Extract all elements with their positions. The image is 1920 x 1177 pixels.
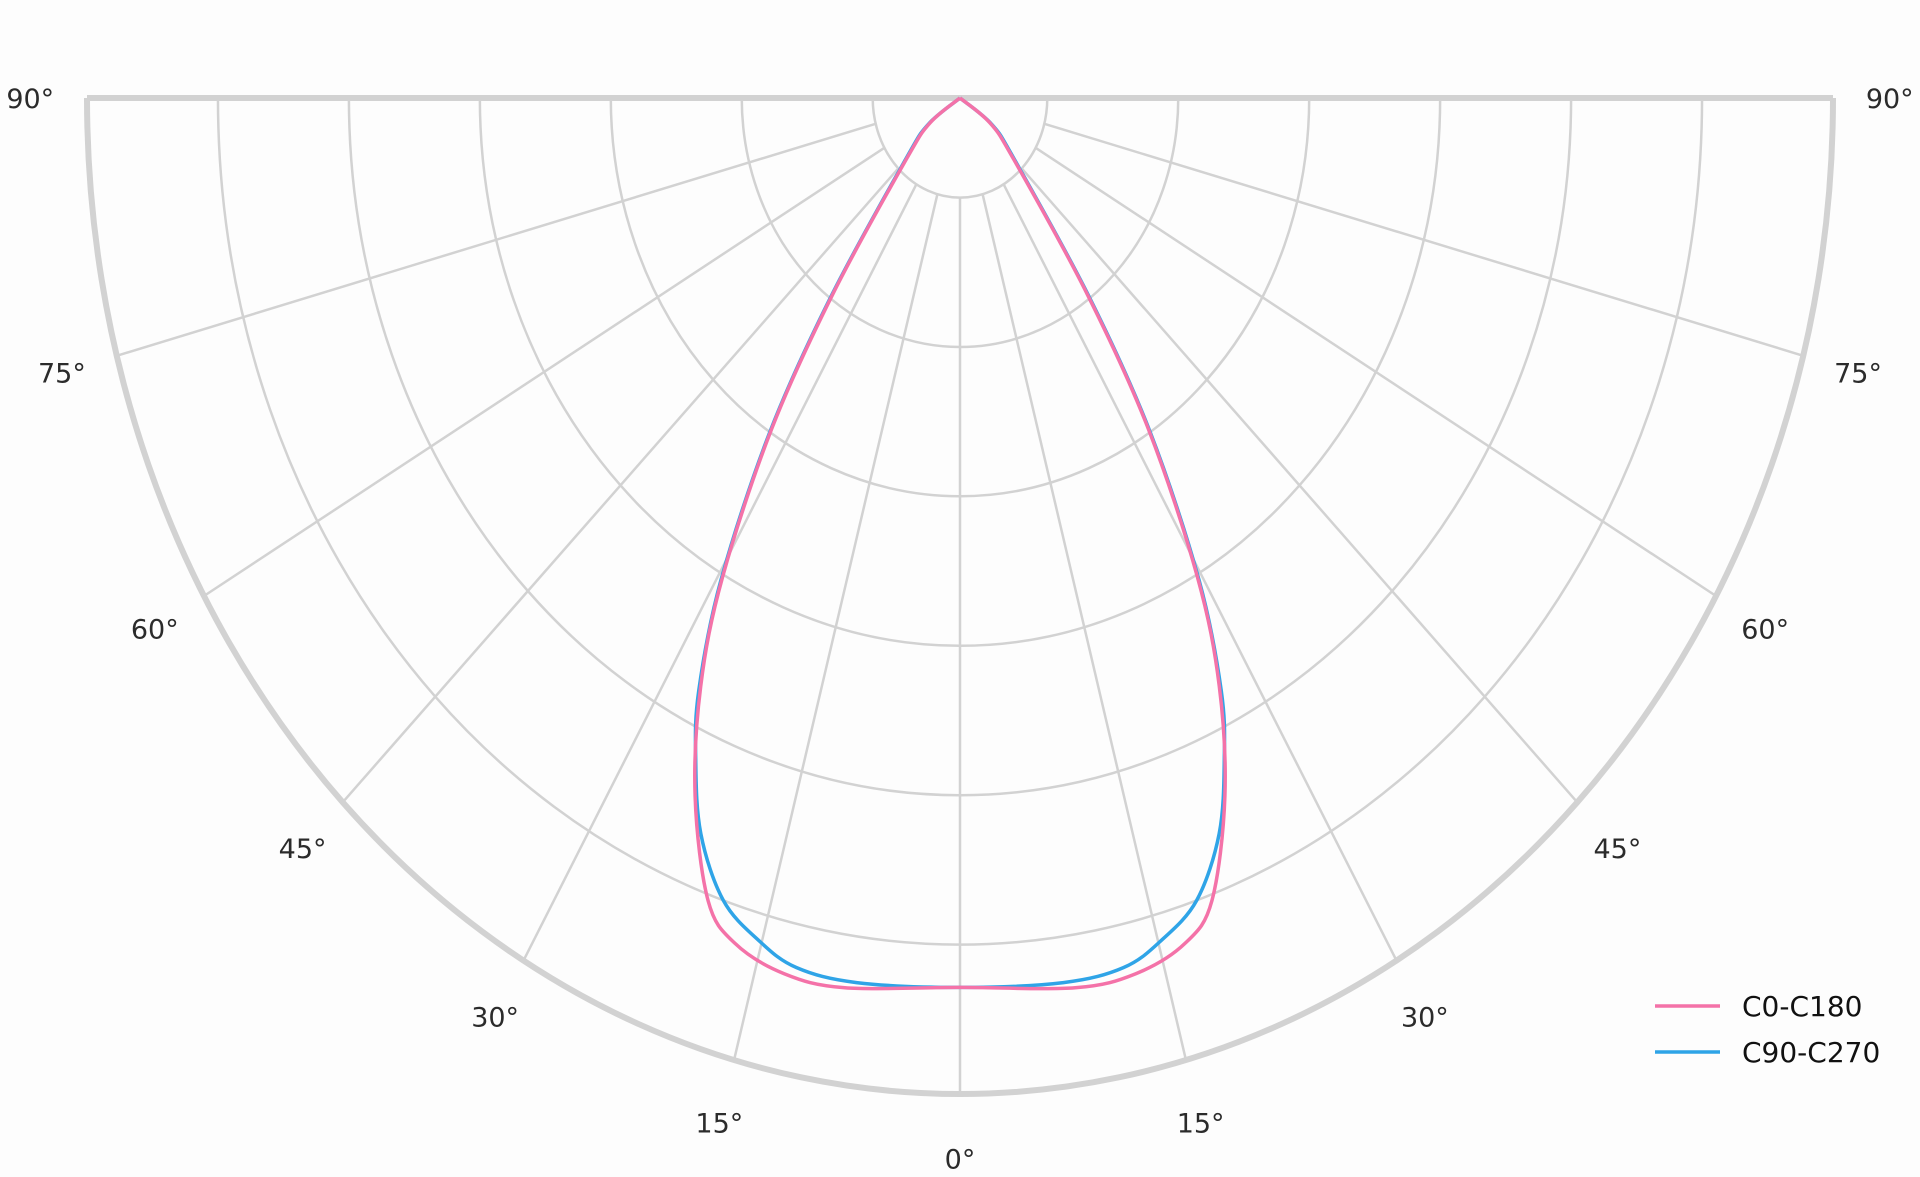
grid-spoke [203,146,886,598]
angle-tick-label: 60° [1741,614,1789,645]
angle-tick-label: 45° [1593,834,1641,865]
legend-label-c90-c270: C90-C270 [1742,1036,1880,1069]
grid-spoke [1020,167,1579,804]
angular-tick-labels: 90° 75° 60° 45° 30° 15° 0° 15° 30° 45° 60° 75° 90° [6,84,1913,1176]
angle-tick-label: 75° [38,359,86,390]
grid-spoke [981,193,1188,1061]
angle-tick-label: 60° [131,614,179,645]
grid-spoke [1043,122,1804,357]
grid-spoke [1034,146,1717,598]
angle-tick-label: 90° [1866,84,1914,115]
grid-spoke [732,193,939,1061]
series-layer [693,96,1227,991]
angle-tick-label: 15° [1177,1109,1225,1140]
grid-spoke [1002,183,1398,962]
grid-spoke [522,183,918,962]
grid-ring [871,97,1049,199]
grid-spoke [116,122,877,357]
angle-tick-label: 30° [1401,1003,1449,1034]
angle-tick-label: 0° [945,1145,976,1176]
angle-tick-label: 75° [1834,359,1882,390]
angle-tick-label: 15° [695,1109,743,1140]
legend: C0-C180 C90-C270 [1655,990,1880,1069]
angle-tick-label: 30° [471,1003,519,1034]
series-line-c0-c180 [693,96,1227,991]
angle-tick-label: 45° [279,834,327,865]
angle-tick-label: 90° [6,84,54,115]
legend-label-c0-c180: C0-C180 [1742,990,1862,1023]
grid-spoke [341,167,900,804]
grid [84,95,1836,1097]
